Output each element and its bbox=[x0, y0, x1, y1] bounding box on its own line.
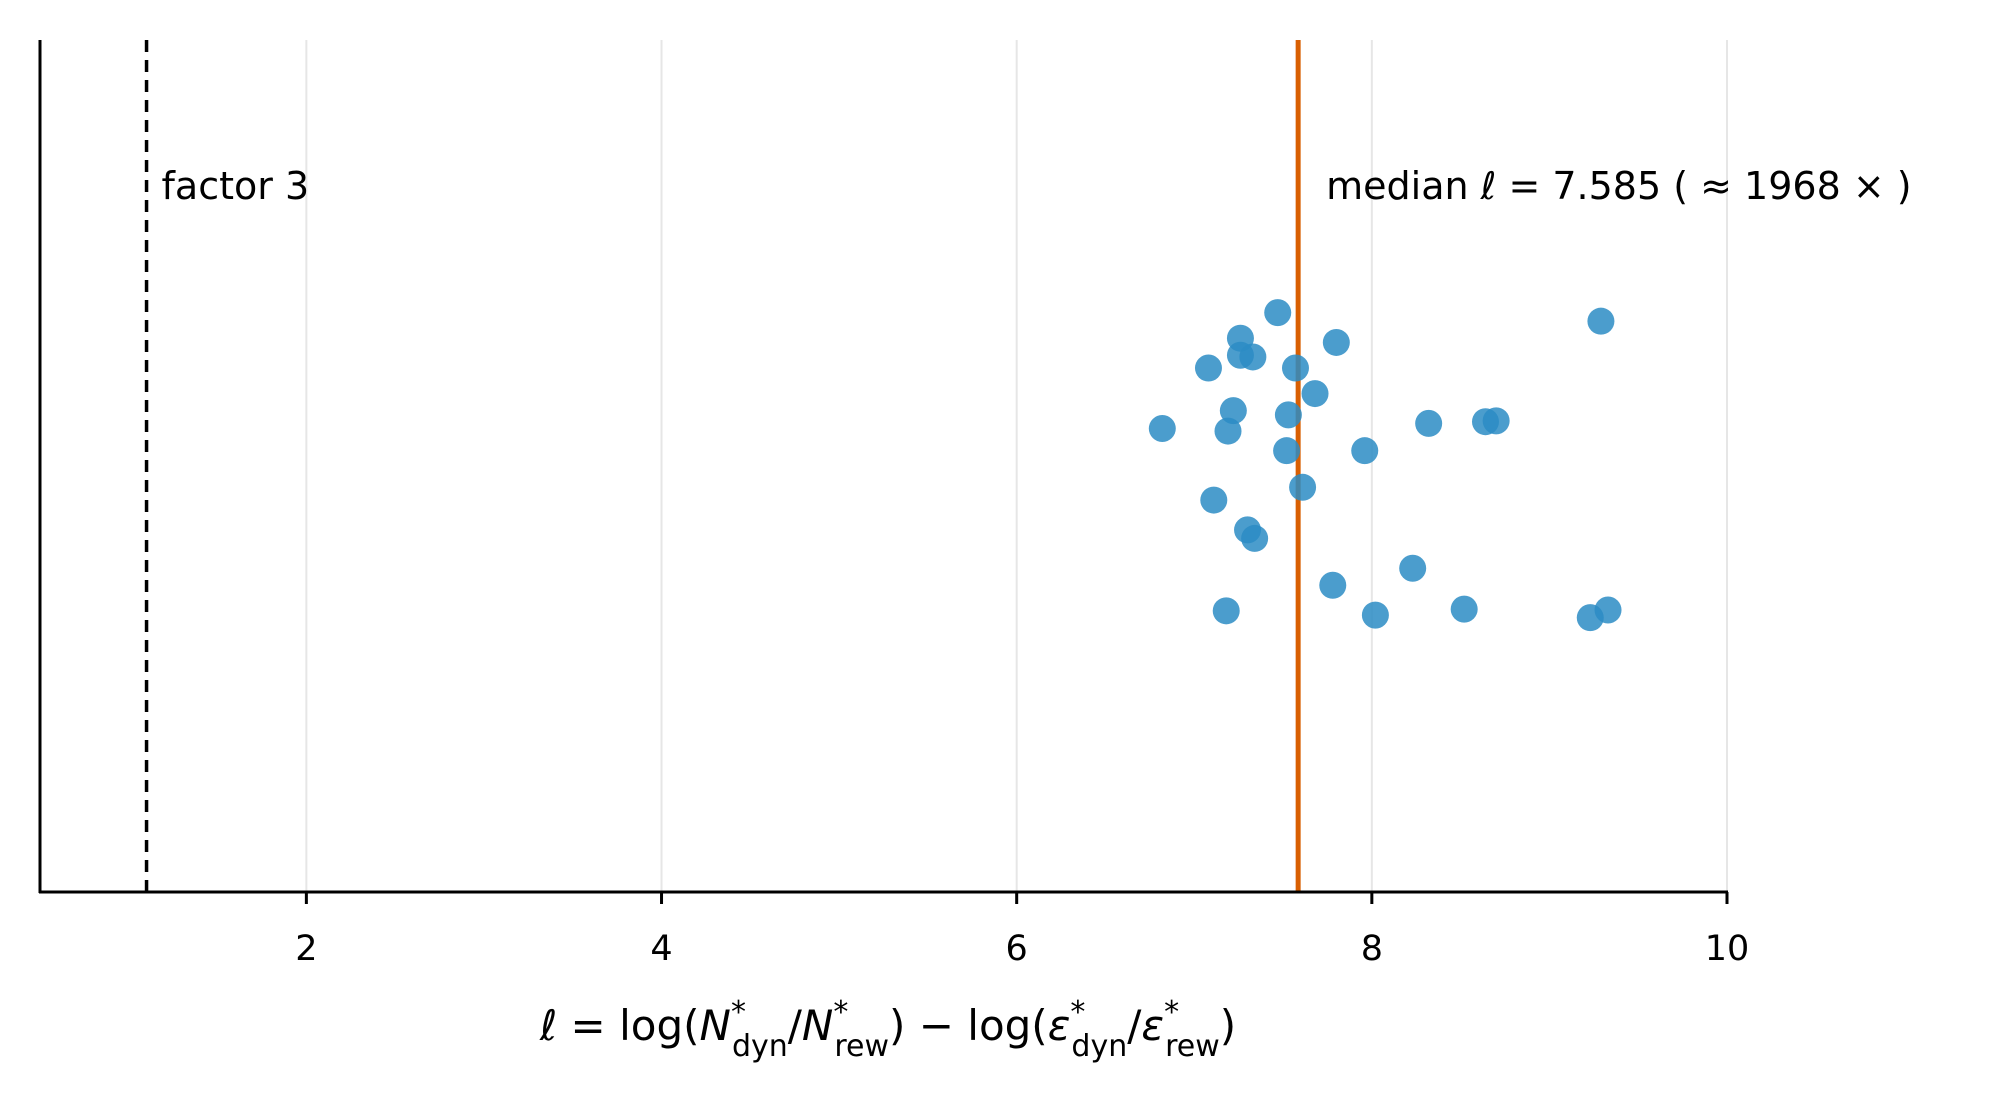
x-tick-label: 4 bbox=[650, 929, 672, 969]
data-point bbox=[1482, 407, 1510, 435]
data-point bbox=[1351, 437, 1379, 465]
data-point bbox=[1450, 595, 1478, 623]
data-point bbox=[1148, 415, 1176, 443]
data-point bbox=[1594, 596, 1622, 624]
data-points bbox=[1148, 299, 1622, 632]
x-tick-label: 6 bbox=[1006, 929, 1028, 969]
data-point bbox=[1415, 409, 1443, 437]
data-point bbox=[1322, 328, 1350, 356]
data-point bbox=[1319, 571, 1347, 599]
x-tick-label: 10 bbox=[1705, 929, 1750, 969]
data-point bbox=[1361, 601, 1389, 629]
grid-lines bbox=[305, 40, 1728, 892]
data-point bbox=[1289, 473, 1317, 501]
x-axis-label: ℓ = log(N* dyn/N* rew) − log(ε* dyn/ε* rew) bbox=[539, 995, 1236, 1064]
data-point bbox=[1239, 343, 1267, 371]
data-point bbox=[1219, 397, 1247, 425]
median-label: median ℓ = 7.585 ( ≈ 1968 × ) bbox=[1326, 164, 1911, 208]
data-point bbox=[1274, 401, 1302, 429]
data-point bbox=[1214, 417, 1242, 445]
reference-lines bbox=[144, 40, 1301, 892]
data-point bbox=[1281, 354, 1309, 382]
data-point bbox=[1194, 354, 1222, 382]
data-point bbox=[1273, 437, 1301, 465]
x-tick-label: 2 bbox=[295, 929, 317, 969]
data-point bbox=[1399, 554, 1427, 582]
data-point bbox=[1241, 524, 1269, 552]
x-tick-label: 8 bbox=[1361, 929, 1383, 969]
annotations: factor 3 median ℓ = 7.585 ( ≈ 1968 × ) bbox=[162, 164, 1912, 208]
data-point bbox=[1264, 299, 1292, 327]
factor-3-label: factor 3 bbox=[162, 164, 310, 208]
data-point bbox=[1301, 380, 1329, 408]
axes bbox=[38, 40, 1728, 894]
data-point bbox=[1212, 597, 1240, 625]
x-ticks: 2 4 6 8 10 bbox=[295, 892, 1749, 969]
data-point bbox=[1200, 486, 1228, 514]
data-point bbox=[1587, 307, 1615, 335]
